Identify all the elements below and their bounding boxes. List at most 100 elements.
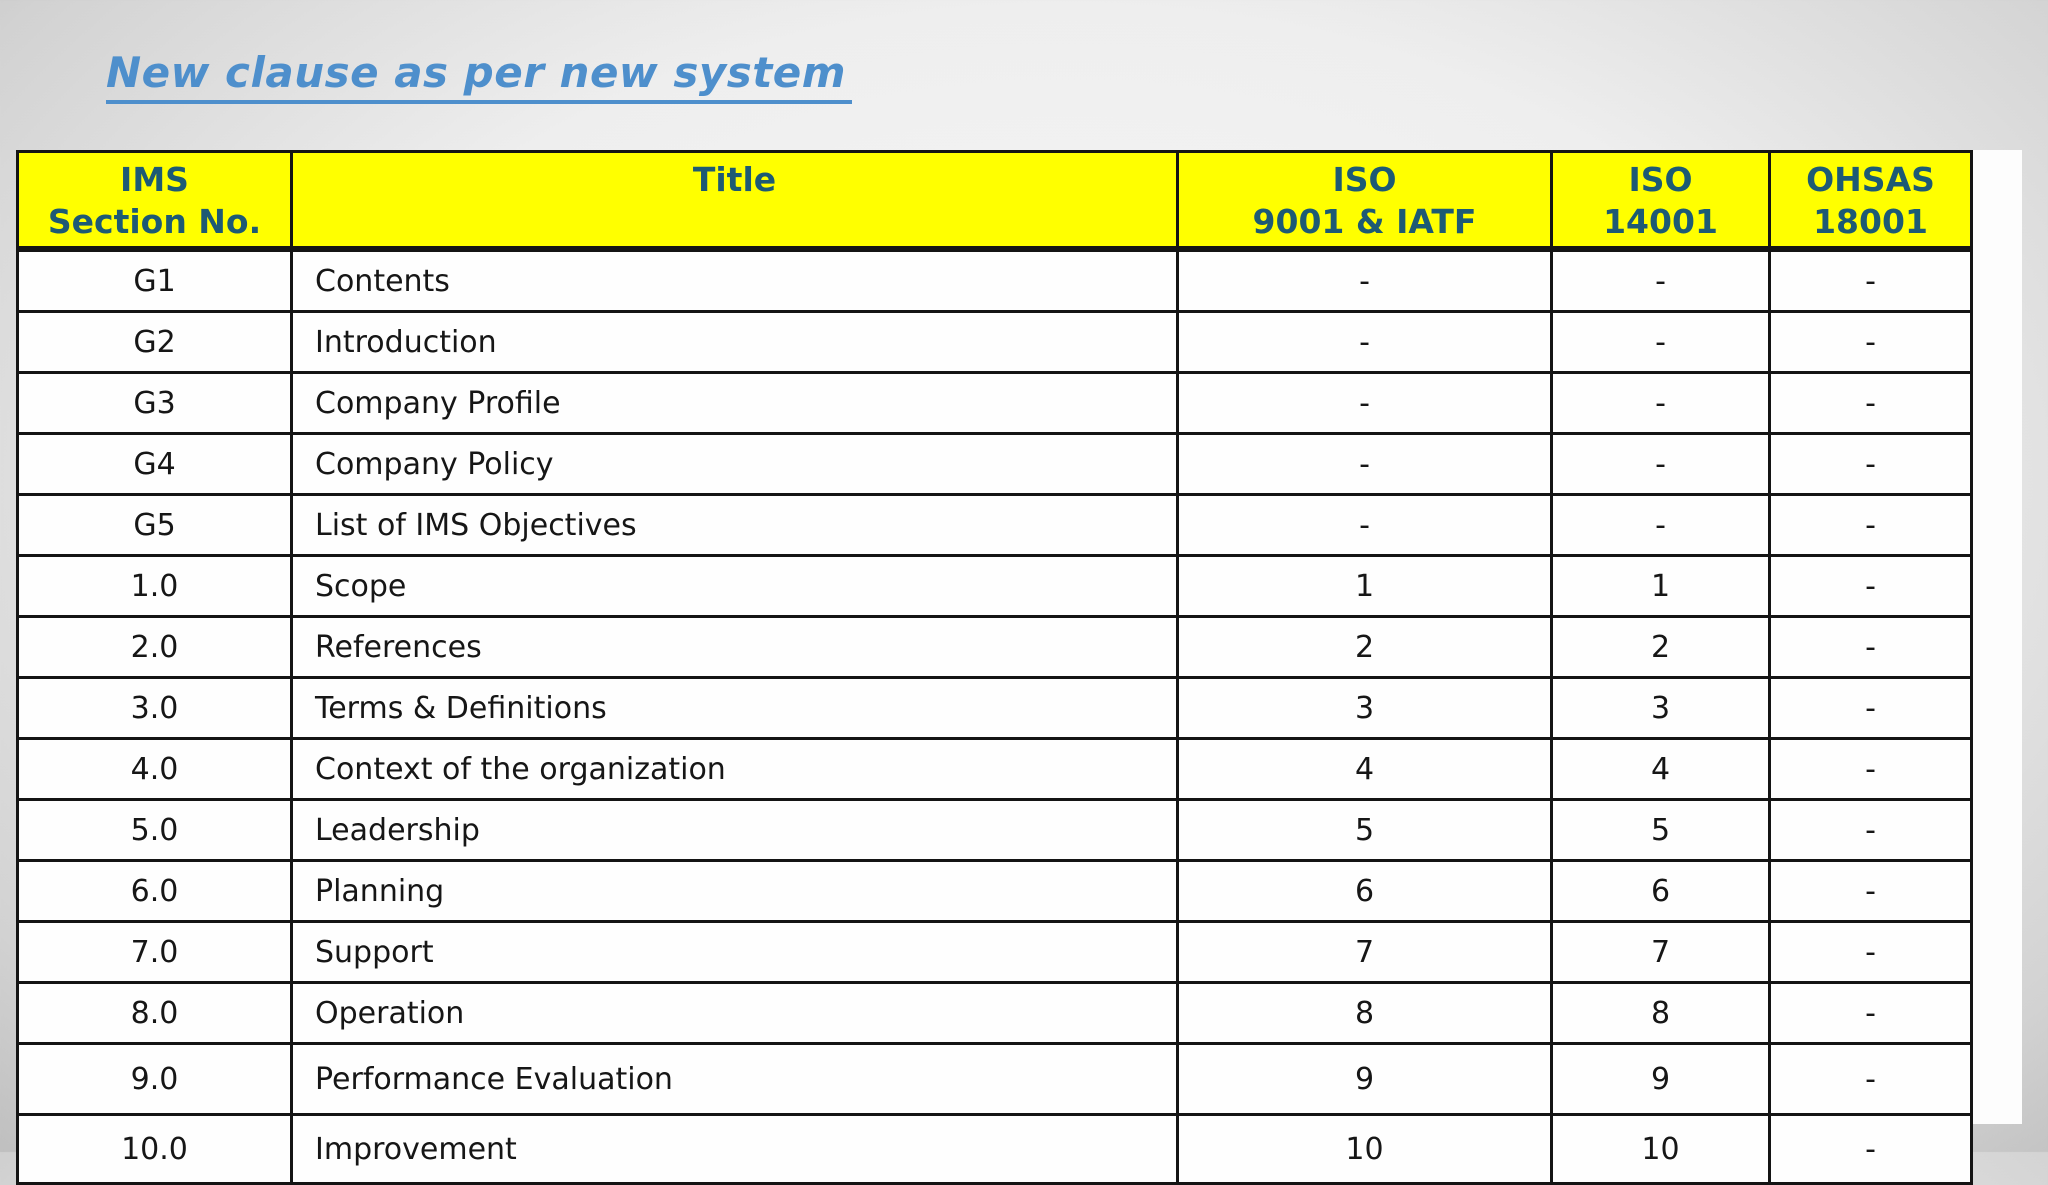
table-cell: Operation (290, 981, 1179, 1045)
table-cell: 10.0 (16, 1113, 293, 1185)
table-cell: Scope (290, 554, 1179, 618)
table-cell: 8 (1176, 981, 1553, 1045)
table-cell: - (1768, 859, 1973, 923)
table-cell: 10 (1176, 1113, 1553, 1185)
table-cell: 3 (1550, 676, 1771, 740)
table-cell: 2 (1550, 615, 1771, 679)
header-cell-ohsas-18001: OHSAS 18001 (1768, 150, 1973, 252)
table-cell: Leadership (290, 798, 1179, 862)
table-cell: - (1768, 554, 1973, 618)
table-cell: List of IMS Objectives (290, 493, 1179, 557)
ims-clause-table: IMS Section No. Title ISO 9001 & IATF IS… (16, 150, 1973, 1185)
table-cell: 2.0 (16, 615, 293, 679)
table-cell: - (1176, 432, 1553, 496)
table-row: 9.0 Performance Evaluation 9 9- (16, 1042, 1973, 1116)
table-row: 8.0 Operation 8 8- (16, 981, 1973, 1045)
table-cell: Performance Evaluation (290, 1042, 1179, 1116)
table-cell: - (1768, 1042, 1973, 1116)
table-cell: 1.0 (16, 554, 293, 618)
table-row: G3 Company Profile - - - (16, 371, 1973, 435)
page-title: New clause as per new system (106, 48, 853, 104)
header-cell-iso-9001-iatf: ISO 9001 & IATF (1176, 150, 1553, 252)
table-cell: - (1768, 493, 1973, 557)
table-cell: - (1768, 432, 1973, 496)
table-row: G2 Introduction - - - (16, 310, 1973, 374)
table-cell: 9.0 (16, 1042, 293, 1116)
table-cell: - (1176, 247, 1553, 313)
table-cell: - (1176, 310, 1553, 374)
table-cell: - (1768, 247, 1973, 313)
header-cell-iso-14001: ISO 14001 (1550, 150, 1771, 252)
table-cell: - (1768, 981, 1973, 1045)
table-cell: - (1768, 920, 1973, 984)
table-row: 1.0 Scope 1 1- (16, 554, 1973, 618)
table-body: G1 Contents - - - G2 Introduction - - - G3 Company … (16, 247, 1973, 1185)
table-cell: 4 (1550, 737, 1771, 801)
table-cell: 2 (1176, 615, 1553, 679)
table-row: G1 Contents - - - (16, 247, 1973, 313)
table-cell: - (1550, 493, 1771, 557)
header-cell-ims-section: IMS Section No. (16, 150, 293, 252)
table-cell: - (1768, 798, 1973, 862)
table-cell: 4 (1176, 737, 1553, 801)
table-cell: 6 (1550, 859, 1771, 923)
table-cell: G1 (16, 247, 293, 313)
table-cell: - (1768, 737, 1973, 801)
table-cell: 7.0 (16, 920, 293, 984)
table-cell: - (1176, 493, 1553, 557)
table-header: IMS Section No. Title ISO 9001 & IATF IS… (16, 150, 1973, 252)
table-cell: 6.0 (16, 859, 293, 923)
table-cell: - (1768, 371, 1973, 435)
table-row: G5 List of IMS Objectives - - - (16, 493, 1973, 557)
table-row: 7.0 Support 7 7- (16, 920, 1973, 984)
table-row: G4 Company Policy - - - (16, 432, 1973, 496)
table-cell: 10 (1550, 1113, 1771, 1185)
table-cell: 3 (1176, 676, 1553, 740)
table-cell: References (290, 615, 1179, 679)
table-cell: 9 (1176, 1042, 1553, 1116)
table-cell: 3.0 (16, 676, 293, 740)
table-cell: 6 (1176, 859, 1553, 923)
table-cell: 5.0 (16, 798, 293, 862)
table-cell: 1 (1550, 554, 1771, 618)
table-header-row: IMS Section No. Title ISO 9001 & IATF IS… (16, 150, 1973, 252)
table-cell: G5 (16, 493, 293, 557)
table-row: 10.0 Improvement 10 10- (16, 1113, 1973, 1185)
header-cell-title: Title (290, 150, 1179, 252)
table-cell: - (1768, 676, 1973, 740)
table-cell: G3 (16, 371, 293, 435)
table-cell: Planning (290, 859, 1179, 923)
table-cell: Company Profile (290, 371, 1179, 435)
table-row: 4.0 Context of the organization 4 4- (16, 737, 1973, 801)
table-cell: - (1550, 371, 1771, 435)
table-cell: 1 (1176, 554, 1553, 618)
table-cell: - (1768, 1113, 1973, 1185)
table-cell: - (1176, 371, 1553, 435)
table-cell: 8 (1550, 981, 1771, 1045)
table-cell: 5 (1176, 798, 1553, 862)
table-cell: 4.0 (16, 737, 293, 801)
table-cell: - (1550, 432, 1771, 496)
table-row: 5.0 Leadership 5 5- (16, 798, 1973, 862)
table-cell: - (1550, 247, 1771, 313)
table-cell: 7 (1176, 920, 1553, 984)
table-cell: G2 (16, 310, 293, 374)
table-cell: - (1768, 615, 1973, 679)
table-cell: Improvement (290, 1113, 1179, 1185)
table-cell: Introduction (290, 310, 1179, 374)
table-cell: Terms & Definitions (290, 676, 1179, 740)
table-row: 6.0 Planning 6 6- (16, 859, 1973, 923)
table-cell: 5 (1550, 798, 1771, 862)
table-cell: Company Policy (290, 432, 1179, 496)
table-row: 3.0 Terms & Definitions 3 3- (16, 676, 1973, 740)
table-cell: 9 (1550, 1042, 1771, 1116)
table-cell: G4 (16, 432, 293, 496)
table-cell: Support (290, 920, 1179, 984)
table-cell: - (1550, 310, 1771, 374)
table-cell: - (1768, 310, 1973, 374)
table-cell: Context of the organization (290, 737, 1179, 801)
table-cell: 7 (1550, 920, 1771, 984)
table-row: 2.0 References 2 2- (16, 615, 1973, 679)
table-cell: 8.0 (16, 981, 293, 1045)
